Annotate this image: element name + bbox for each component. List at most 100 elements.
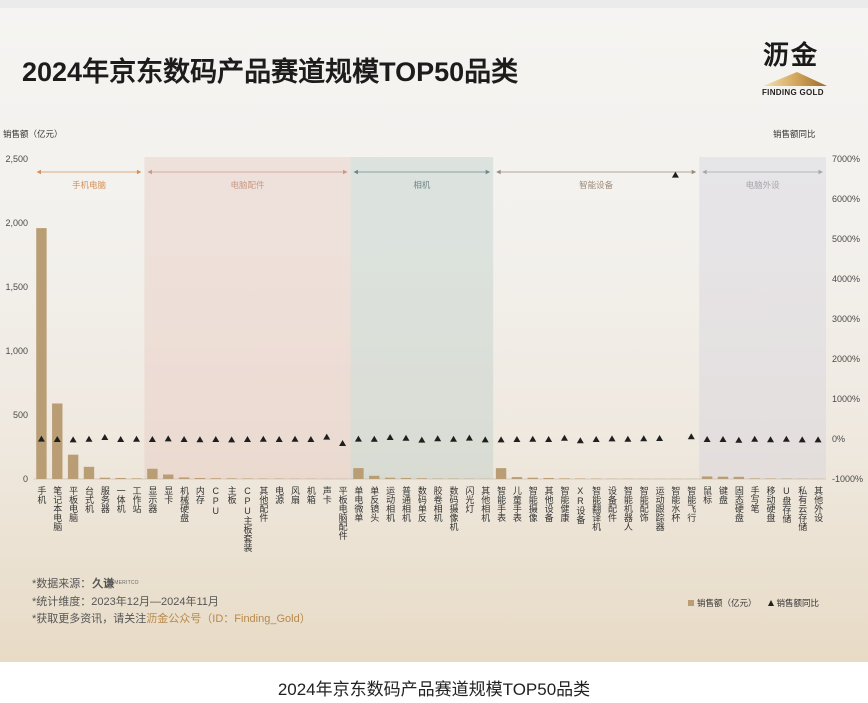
source-brand-logo: 久谦: [92, 578, 115, 590]
category-label: 运动跟踪器: [654, 486, 665, 531]
yoy-triangle-marker: [339, 440, 347, 446]
yoy-triangle-marker: [576, 437, 584, 444]
top-strip: [0, 0, 868, 8]
footnotes: *数据来源：久谦MERITCO *统计维度：2023年12月—2024年11月 …: [32, 576, 311, 629]
category-label: 智能水杯: [670, 486, 681, 522]
yoy-triangle-marker: [291, 435, 299, 442]
sales-bar: [495, 468, 507, 479]
y2-tick-label: -1000%: [832, 474, 863, 484]
yoy-triangle-marker: [640, 435, 648, 442]
group-bracket-arrow-left: [147, 169, 152, 175]
y2-tick-label: 2000%: [832, 354, 860, 364]
category-label: 普通相机: [400, 486, 411, 522]
category-label: CPU: [210, 486, 221, 516]
legend-sales-label: 销售额（亿元）: [697, 598, 757, 608]
category-label: 智能摄像: [527, 486, 538, 522]
follow-note: *获取更多资讯，请关注沥金公众号（ID：Finding_Gold）: [32, 611, 311, 629]
group-label: 手机电脑: [72, 180, 107, 190]
category-label: 智能健康: [559, 486, 570, 522]
sales-bar: [369, 475, 380, 479]
group-bracket-arrow-right: [485, 169, 491, 175]
sales-bar: [733, 476, 745, 479]
group-headers: 手机电脑 电脑配件 相机 智能设备 电脑外设: [36, 169, 823, 190]
yoy-triangle-marker: [814, 436, 822, 443]
sales-bar: [511, 477, 523, 479]
yoy-triangle-marker: [656, 435, 664, 441]
yoy-triangle-marker: [386, 434, 394, 440]
yoy-triangle-marker: [117, 436, 125, 442]
yoy-triangle-marker: [259, 435, 267, 442]
group-label: 电脑配件: [230, 180, 265, 190]
category-label: 风扇: [290, 486, 301, 504]
sales-bar: [400, 477, 412, 479]
y2-tick-label: 7000%: [832, 154, 860, 164]
category-label: 主板: [226, 486, 237, 504]
yoy-triangle-marker: [719, 436, 727, 442]
category-label: 智能手表: [496, 486, 507, 522]
y2-axis-title: 销售额同比: [773, 129, 816, 139]
sales-bar: [131, 478, 142, 479]
y2-tick-label: 6000%: [832, 194, 860, 204]
category-label: 电源: [274, 486, 285, 504]
chart-plot: 手机电脑 电脑配件 相机 智能设备 电脑外设 0 500 1,000 1,500 2,000 2,5…: [5, 154, 863, 484]
yoy-triangle-marker: [735, 436, 743, 443]
group-bracket-arrow-right: [136, 169, 142, 175]
category-label: 服务器: [99, 486, 110, 513]
sales-bar: [83, 466, 95, 479]
sales-bar: [67, 454, 79, 479]
legend-yoy-label: 销售额同比: [776, 598, 820, 608]
sales-bar: [416, 478, 428, 479]
chart-card: 2024年京东数码产品赛道规模TOP50品类 沥金 FINDING GOLD 销…: [0, 0, 868, 662]
category-label: 移动硬盘: [765, 486, 776, 522]
group-label: 智能设备: [579, 180, 614, 190]
category-label: 其他外设: [813, 486, 824, 522]
sales-bar: [242, 478, 253, 479]
group-bracket-arrow-left: [496, 169, 501, 175]
sales-bar: [543, 477, 554, 479]
yoy-triangle-marker: [354, 435, 362, 442]
sales-bar: [717, 476, 729, 479]
category-label: 闪光灯: [464, 486, 475, 513]
yoy-triangle-marker: [418, 436, 426, 443]
sales-bar: [353, 468, 364, 479]
yoy-triangle-marker: [37, 435, 45, 442]
y-tick-label: 2,000: [5, 218, 28, 228]
yoy-triangle-marker: [370, 435, 378, 442]
category-label: 设备配件: [607, 486, 618, 522]
sales-bar: [749, 478, 760, 479]
gold-mountain-icon: [763, 72, 827, 86]
y-axis-title: 销售额（亿元）: [3, 129, 63, 139]
sales-bar: [115, 477, 126, 479]
y-tick-label: 1,500: [5, 282, 28, 292]
category-label: 胶卷相机: [432, 486, 443, 522]
yoy-triangle-marker: [767, 436, 775, 443]
y2-tick-label: 1000%: [832, 394, 860, 404]
period-note: *统计维度：2023年12月—2024年11月: [32, 595, 219, 608]
yoy-triangle-marker: [212, 436, 220, 442]
sales-bar: [194, 477, 206, 479]
sales-bar: [384, 477, 396, 479]
sales-bar: [765, 478, 776, 479]
source-note: *数据来源：久谦MERITCO: [32, 576, 311, 594]
category-label: 智能翻译机: [591, 486, 602, 531]
yoy-triangle-marker: [592, 436, 600, 442]
yoy-triangle-marker: [53, 436, 61, 442]
category-label: 儿童手表: [511, 486, 522, 522]
yoy-triangle-marker: [148, 436, 156, 442]
logo-tagline: FINDING GOLD: [762, 88, 824, 97]
group-bracket-arrow-right: [691, 169, 697, 175]
source-brand-en: MERITCO: [114, 580, 139, 586]
yoy-triangle-marker: [560, 434, 568, 441]
y-tick-label: 500: [13, 410, 28, 420]
category-label: U盘存储: [781, 486, 792, 523]
group-band: [350, 157, 494, 479]
category-label: 数码单反: [416, 486, 427, 522]
category-label: 机箱: [305, 486, 316, 504]
category-label: 机械硬盘: [179, 486, 190, 522]
category-label: 笔记本电脑: [52, 486, 63, 531]
sales-bar: [163, 474, 174, 479]
sales-bar: [575, 478, 586, 479]
yoy-triangle-marker: [133, 435, 141, 442]
yoy-triangle-marker: [434, 435, 442, 442]
brand-logo: 沥金 FINDING GOLD: [760, 40, 830, 100]
